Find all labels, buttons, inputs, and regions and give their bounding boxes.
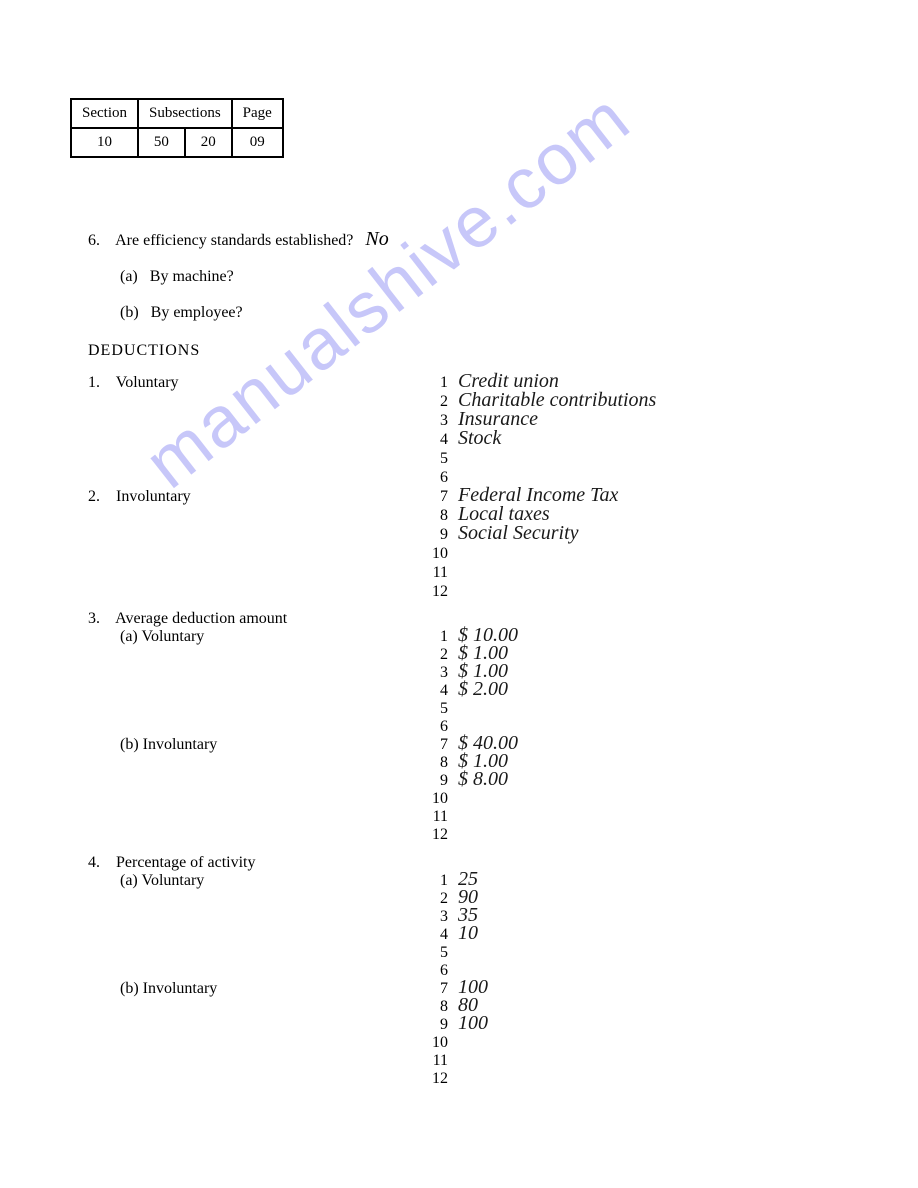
item-3-num: 3. — [88, 610, 100, 627]
list4-num-11: 11 — [420, 1052, 448, 1070]
header-page-value: 09 — [232, 128, 283, 157]
item-4-label: Percentage of activity — [116, 854, 256, 871]
list3-num-5: 5 — [420, 700, 448, 718]
pct-vol-4: 10 — [458, 922, 478, 945]
avg-inv-9: $ 8.00 — [458, 768, 508, 791]
list3-num-11: 11 — [420, 808, 448, 826]
pct-inv-9: 100 — [458, 1012, 488, 1035]
q6a-label: (a) — [120, 268, 138, 285]
list3-num-6: 6 — [420, 718, 448, 736]
list4-num-7: 7 — [420, 980, 448, 998]
deductions-header: DEDUCTIONS — [88, 342, 200, 360]
list4-num-1: 1 — [420, 872, 448, 890]
item-2-num: 2. — [88, 488, 100, 505]
header-page-label: Page — [232, 99, 283, 128]
list1-num-7: 7 — [420, 488, 448, 506]
item-4-num: 4. — [88, 854, 100, 871]
list1-num-4: 4 — [420, 431, 448, 449]
list3-num-7: 7 — [420, 736, 448, 754]
list3-num-1: 1 — [420, 628, 448, 646]
header-sub2-value: 20 — [185, 128, 232, 157]
item-4b: (b) Involuntary — [120, 980, 217, 998]
list1-num-8: 8 — [420, 507, 448, 525]
item-4: 4. Percentage of activity — [88, 854, 256, 872]
item-3: 3. Average deduction amount — [88, 610, 287, 628]
list1-num-6: 6 — [420, 469, 448, 487]
item-4a: (a) Voluntary — [120, 872, 204, 890]
list1-num-9: 9 — [420, 526, 448, 544]
list3-num-4: 4 — [420, 682, 448, 700]
list3-num-10: 10 — [420, 790, 448, 808]
item-3a: (a) Voluntary — [120, 628, 204, 646]
list1-num-3: 3 — [420, 412, 448, 430]
list3-num-9: 9 — [420, 772, 448, 790]
item-3-label: Average deduction amount — [115, 610, 287, 627]
list1-num-5: 5 — [420, 450, 448, 468]
list4-num-5: 5 — [420, 944, 448, 962]
header-section-value: 10 — [71, 128, 138, 157]
list1-num-1: 1 — [420, 374, 448, 392]
list4-num-4: 4 — [420, 926, 448, 944]
item-1: 1. Voluntary — [88, 374, 179, 392]
list3-num-2: 2 — [420, 646, 448, 664]
question-6: 6. Are efficiency standards established?… — [88, 228, 389, 251]
question-6b: (b) By employee? — [120, 304, 243, 322]
list4-num-8: 8 — [420, 998, 448, 1016]
list3-num-8: 8 — [420, 754, 448, 772]
item-2-label: Involuntary — [116, 488, 191, 505]
list4-num-10: 10 — [420, 1034, 448, 1052]
voluntary-4: Stock — [458, 427, 501, 450]
item-2: 2. Involuntary — [88, 488, 191, 506]
item-1-label: Voluntary — [116, 374, 179, 391]
list4-num-12: 12 — [420, 1070, 448, 1088]
header-section-label: Section — [71, 99, 138, 128]
list4-num-9: 9 — [420, 1016, 448, 1034]
list4-num-2: 2 — [420, 890, 448, 908]
list1-num-12: 12 — [420, 583, 448, 601]
item-1-num: 1. — [88, 374, 100, 391]
avg-vol-4: $ 2.00 — [458, 678, 508, 701]
q6-num: 6. — [88, 232, 100, 249]
q6-answer: No — [365, 228, 388, 250]
q6b-label: (b) — [120, 304, 139, 321]
list4-num-6: 6 — [420, 962, 448, 980]
involuntary-9: Social Security — [458, 522, 579, 545]
q6a-text: By machine? — [150, 268, 234, 285]
list3-num-3: 3 — [420, 664, 448, 682]
list1-num-2: 2 — [420, 393, 448, 411]
list3-num-12: 12 — [420, 826, 448, 844]
q6-text: Are efficiency standards established? — [115, 232, 353, 249]
item-3b: (b) Involuntary — [120, 736, 217, 754]
header-sub1-value: 50 — [138, 128, 185, 157]
list1-num-10: 10 — [420, 545, 448, 563]
list4-num-3: 3 — [420, 908, 448, 926]
q6b-text: By employee? — [151, 304, 243, 321]
header-table: Section Subsections Page 10 50 20 09 — [70, 98, 284, 158]
header-subsections-label: Subsections — [138, 99, 232, 128]
question-6a: (a) By machine? — [120, 268, 234, 286]
list1-num-11: 11 — [420, 564, 448, 582]
